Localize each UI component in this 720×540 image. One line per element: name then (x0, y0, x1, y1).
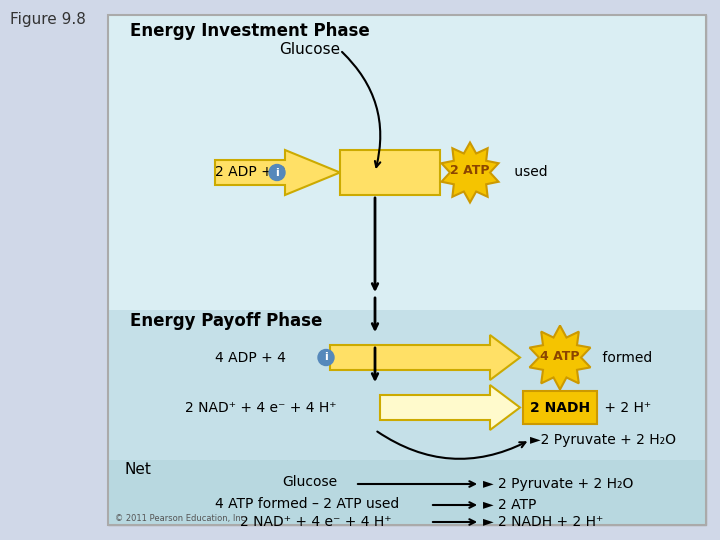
Polygon shape (330, 335, 520, 380)
Polygon shape (441, 143, 498, 202)
Text: 2 NADH: 2 NADH (530, 401, 590, 415)
Circle shape (269, 165, 285, 180)
Text: 4 ATP formed – 2 ATP used: 4 ATP formed – 2 ATP used (215, 497, 400, 511)
Text: 2 ADP + 2: 2 ADP + 2 (215, 165, 286, 179)
Text: ► 2 ATP: ► 2 ATP (483, 498, 536, 512)
Text: Energy Investment Phase: Energy Investment Phase (130, 22, 370, 40)
Text: © 2011 Pearson Education, Inc.: © 2011 Pearson Education, Inc. (115, 514, 248, 523)
Text: ► 2 NADH + 2 H⁺: ► 2 NADH + 2 H⁺ (483, 515, 603, 529)
Text: 2 NAD⁺ + 4 e⁻ + 4 H⁺: 2 NAD⁺ + 4 e⁻ + 4 H⁺ (240, 515, 392, 529)
Text: 2 NAD⁺ + 4 e⁻ + 4 H⁺: 2 NAD⁺ + 4 e⁻ + 4 H⁺ (185, 401, 336, 415)
FancyBboxPatch shape (108, 15, 706, 525)
FancyBboxPatch shape (108, 15, 706, 310)
Text: + 2 H⁺: + 2 H⁺ (600, 401, 651, 415)
Text: Net: Net (125, 462, 152, 477)
Circle shape (318, 349, 334, 366)
Text: ►2 Pyruvate + 2 H₂O: ►2 Pyruvate + 2 H₂O (530, 433, 676, 447)
Text: Figure 9.8: Figure 9.8 (10, 12, 86, 27)
Text: Glucose: Glucose (279, 42, 341, 57)
Text: formed: formed (598, 350, 652, 365)
Polygon shape (215, 150, 340, 195)
Text: 4 ATP: 4 ATP (540, 349, 580, 362)
FancyBboxPatch shape (523, 391, 597, 424)
Text: i: i (275, 167, 279, 178)
FancyBboxPatch shape (108, 310, 706, 460)
Text: Glucose: Glucose (282, 475, 338, 489)
Text: 4 ADP + 4: 4 ADP + 4 (215, 350, 286, 365)
FancyBboxPatch shape (108, 460, 706, 525)
Polygon shape (530, 326, 590, 389)
Text: used: used (510, 165, 548, 179)
Text: Energy Payoff Phase: Energy Payoff Phase (130, 312, 323, 330)
Text: ► 2 Pyruvate + 2 H₂O: ► 2 Pyruvate + 2 H₂O (483, 477, 634, 491)
Polygon shape (380, 385, 520, 430)
Text: i: i (324, 353, 328, 362)
FancyBboxPatch shape (340, 150, 440, 195)
Text: 2 ATP: 2 ATP (450, 164, 490, 177)
